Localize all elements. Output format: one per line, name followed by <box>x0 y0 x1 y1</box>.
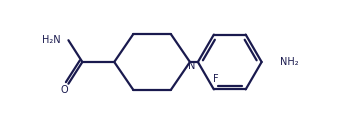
Text: F: F <box>213 75 219 84</box>
Text: H₂N: H₂N <box>42 35 61 45</box>
Text: NH₂: NH₂ <box>280 57 298 67</box>
Text: O: O <box>61 85 68 95</box>
Text: N: N <box>188 61 195 71</box>
